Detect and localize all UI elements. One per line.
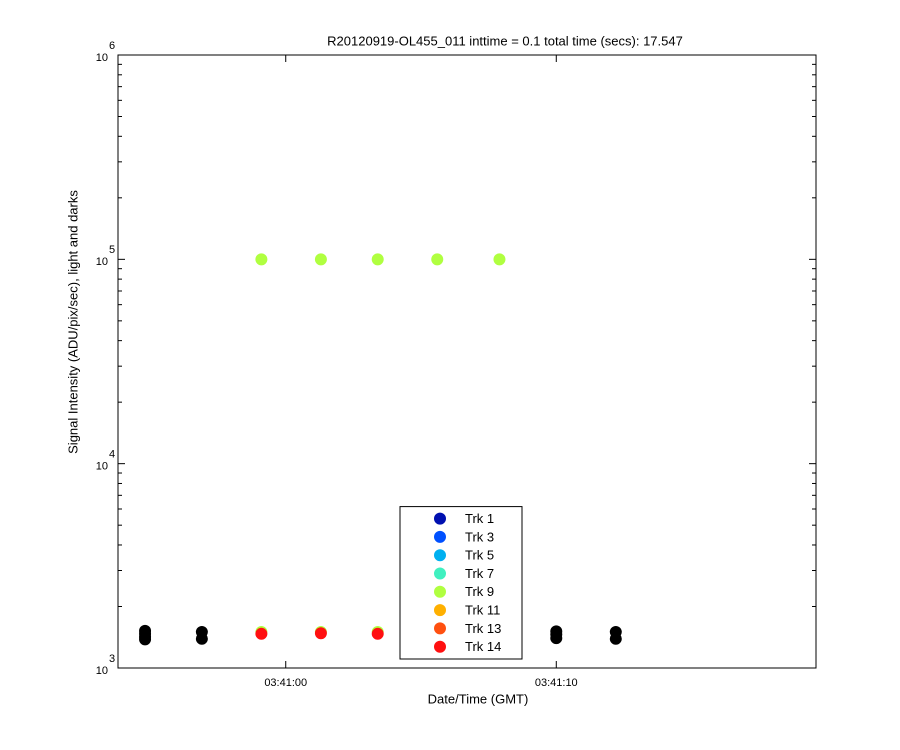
y-tick-label: 10 xyxy=(96,52,108,64)
legend-label: Trk 11 xyxy=(465,603,500,618)
y-tick-label: 10 xyxy=(96,665,108,677)
legend-marker xyxy=(434,585,446,598)
y-tick-label: 10 xyxy=(96,461,108,473)
data-point xyxy=(371,253,384,266)
data-point xyxy=(255,253,268,266)
data-point xyxy=(550,632,563,645)
legend-label: Trk 1 xyxy=(465,511,494,526)
y-axis-label: Signal Intensity (ADU/pix/sec), light an… xyxy=(65,190,80,454)
legend-marker xyxy=(434,567,446,580)
legend-label: Trk 14 xyxy=(465,639,501,654)
x-tick-label: 03:41:00 xyxy=(264,677,307,689)
data-point xyxy=(493,253,506,266)
legend-marker xyxy=(434,604,446,617)
y-tick-label: 10 xyxy=(96,256,108,268)
data-point xyxy=(314,253,327,266)
y-tick-exponent: 4 xyxy=(109,449,115,461)
data-point xyxy=(195,632,208,645)
legend-marker xyxy=(434,640,446,653)
data-point xyxy=(314,627,327,640)
x-tick-label: 03:41:10 xyxy=(535,677,578,689)
legend-label: Trk 13 xyxy=(465,621,501,636)
data-point xyxy=(371,627,384,640)
legend-label: Trk 3 xyxy=(465,529,494,544)
data-point xyxy=(255,627,268,640)
y-tick-exponent: 3 xyxy=(109,653,115,665)
x-axis-label: Date/Time (GMT) xyxy=(428,691,529,706)
legend-marker xyxy=(434,622,446,635)
y-tick-exponent: 6 xyxy=(109,40,115,52)
y-tick-exponent: 5 xyxy=(109,244,115,256)
chart-title: R20120919-OL455_011 inttime = 0.1 total … xyxy=(327,33,683,48)
data-point xyxy=(139,633,152,646)
legend-label: Trk 7 xyxy=(465,566,494,581)
plot-area xyxy=(117,54,817,669)
legend-box xyxy=(399,506,523,660)
legend-label: Trk 5 xyxy=(465,548,494,563)
legend-marker xyxy=(434,549,446,562)
data-point xyxy=(609,632,622,645)
legend-marker xyxy=(434,530,446,543)
data-point xyxy=(431,253,444,266)
legend-marker xyxy=(434,512,446,525)
legend-label: Trk 9 xyxy=(465,584,494,599)
